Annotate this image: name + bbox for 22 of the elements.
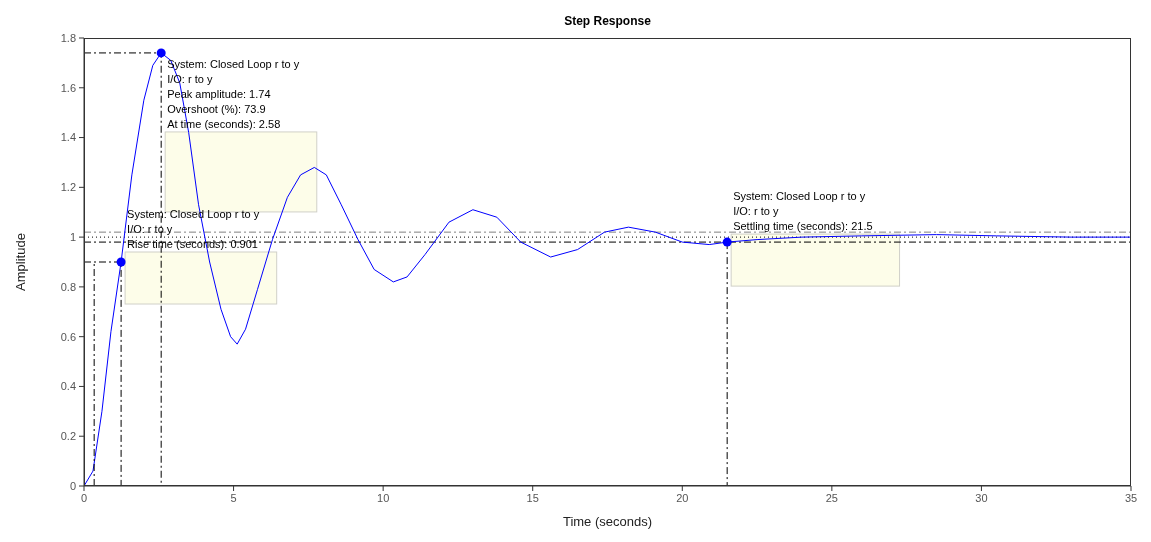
x-tick-label: 30 [975, 491, 988, 504]
x-tick-label: 20 [676, 491, 689, 504]
annotation: System: Closed Loop r to y I/O: r to y Settling time (seconds): 21.5 [733, 190, 873, 233]
x-tick-label: 15 [526, 491, 539, 504]
x-tick-label: 25 [825, 491, 838, 504]
x-tick-label: 35 [1124, 491, 1138, 504]
chart-title: Step Response [563, 14, 652, 28]
y-axis-title: Amplitude [12, 233, 28, 291]
y-tick-label: 1 [69, 231, 76, 244]
y-tick-label: 1.2 [60, 181, 76, 194]
y-tick-label: 0.4 [60, 380, 76, 393]
x-tick-label: 10 [377, 491, 390, 504]
y-tick-label: 0.2 [60, 430, 76, 443]
y-tick-label: 1.8 [60, 31, 76, 44]
y-tick-label: 0.6 [60, 330, 76, 343]
y-tick-label: 0 [69, 479, 76, 492]
x-axis-title: Time (seconds) [562, 514, 653, 529]
y-tick-label: 1.4 [60, 131, 76, 144]
x-tick-label: 0 [80, 491, 88, 504]
y-tick-label: 0.8 [60, 280, 76, 293]
x-tick-label: 5 [230, 491, 237, 504]
y-tick-label: 1.6 [60, 81, 76, 94]
